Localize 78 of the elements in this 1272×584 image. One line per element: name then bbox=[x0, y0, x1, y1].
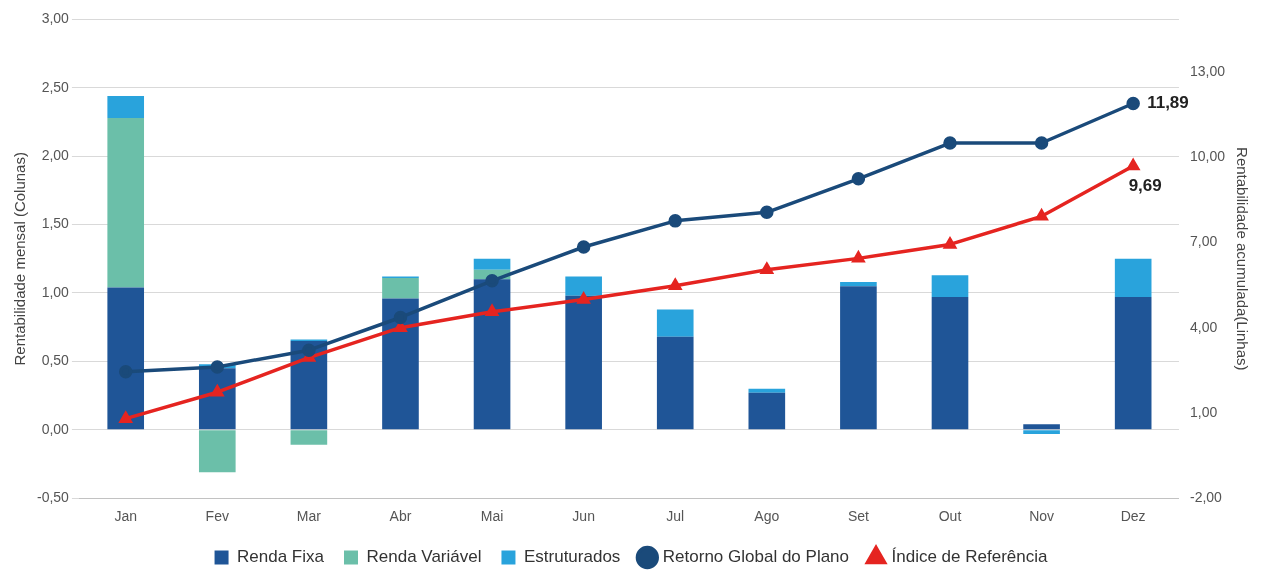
bar bbox=[473, 279, 511, 430]
bar bbox=[107, 117, 145, 288]
y-tick-label: 2,00 bbox=[41, 147, 70, 164]
point bbox=[760, 262, 773, 274]
point bbox=[485, 305, 499, 317]
x-tick-label: Out bbox=[938, 508, 962, 525]
x-tick-label: Mar bbox=[296, 508, 322, 525]
bar bbox=[748, 388, 786, 393]
bar bbox=[1023, 430, 1060, 434]
x-tick-label: Jan bbox=[114, 508, 137, 525]
bar bbox=[198, 430, 236, 473]
bar bbox=[656, 309, 694, 337]
point bbox=[393, 310, 408, 325]
x-tick-label: Abr bbox=[389, 508, 412, 525]
point bbox=[1034, 207, 1049, 221]
data-label: 11,89 bbox=[1147, 93, 1189, 113]
x-tick-label: Ago bbox=[754, 508, 780, 525]
legend-label: Renda Variável bbox=[366, 547, 482, 567]
legend-label: Renda Fixa bbox=[237, 547, 325, 567]
y-tick-label: 3,00 bbox=[41, 10, 70, 27]
bar bbox=[290, 430, 328, 445]
point bbox=[118, 365, 133, 379]
x-tick-label: Jun bbox=[572, 508, 595, 525]
x-tick-label: Set bbox=[847, 508, 870, 525]
point bbox=[119, 411, 132, 423]
legend-label: Índice de Referência bbox=[891, 547, 1048, 567]
y-tick-label: 1,00 bbox=[41, 283, 70, 300]
point bbox=[669, 278, 682, 290]
point bbox=[210, 360, 225, 374]
point bbox=[302, 343, 316, 357]
bar bbox=[656, 336, 694, 430]
legend-label: Retorno Global do Plano bbox=[662, 547, 850, 567]
point bbox=[576, 240, 591, 254]
bar bbox=[840, 282, 877, 287]
y2-tick-label: 13,00 bbox=[1189, 62, 1226, 79]
y-tick-label: 0,00 bbox=[41, 420, 70, 437]
y2-tick-label: 4,00 bbox=[1189, 318, 1218, 335]
y2-tick-label: -2,00 bbox=[1189, 489, 1223, 506]
point bbox=[1034, 136, 1049, 150]
y2-tick-label: 7,00 bbox=[1189, 233, 1218, 250]
bar bbox=[748, 392, 786, 430]
y2-tick-label: 10,00 bbox=[1189, 148, 1226, 165]
x-tick-label: Nov bbox=[1029, 508, 1055, 525]
point bbox=[851, 172, 866, 186]
bar bbox=[107, 96, 145, 118]
y-tick-label: 1,50 bbox=[41, 215, 70, 232]
y-tick-label: 0,50 bbox=[41, 352, 70, 369]
bar bbox=[473, 258, 511, 270]
y-tick-label: -0,50 bbox=[36, 489, 70, 506]
y2-axis-title: Rentabilidade acumulada(Linhas) bbox=[1233, 147, 1251, 371]
bar bbox=[565, 295, 602, 430]
x-tick-label: Dez bbox=[1120, 508, 1146, 525]
point bbox=[851, 249, 866, 263]
point bbox=[943, 136, 957, 150]
y-tick-label: 2,50 bbox=[41, 78, 70, 95]
point bbox=[668, 214, 682, 228]
point bbox=[943, 237, 957, 249]
legend-label: Estruturados bbox=[523, 547, 621, 567]
point bbox=[485, 274, 499, 288]
bar bbox=[1114, 258, 1152, 298]
x-tick-label: Jul bbox=[666, 508, 685, 525]
x-tick-label: Fev bbox=[205, 508, 229, 525]
y-axis-title: Rentabilidade mensal (Colunas) bbox=[11, 152, 29, 366]
bar bbox=[931, 275, 969, 298]
bar bbox=[107, 287, 145, 430]
point bbox=[577, 292, 590, 304]
data-label: 9,69 bbox=[1128, 175, 1162, 195]
point bbox=[1126, 96, 1140, 111]
bar bbox=[1114, 297, 1152, 430]
bar bbox=[382, 298, 419, 430]
bar bbox=[931, 297, 969, 430]
bar bbox=[565, 276, 602, 296]
y2-tick-label: 1,00 bbox=[1189, 403, 1218, 420]
point bbox=[760, 205, 774, 220]
bar bbox=[1023, 424, 1060, 430]
x-tick-label: Mai bbox=[480, 508, 504, 525]
bar bbox=[382, 277, 419, 299]
bar bbox=[840, 286, 877, 430]
